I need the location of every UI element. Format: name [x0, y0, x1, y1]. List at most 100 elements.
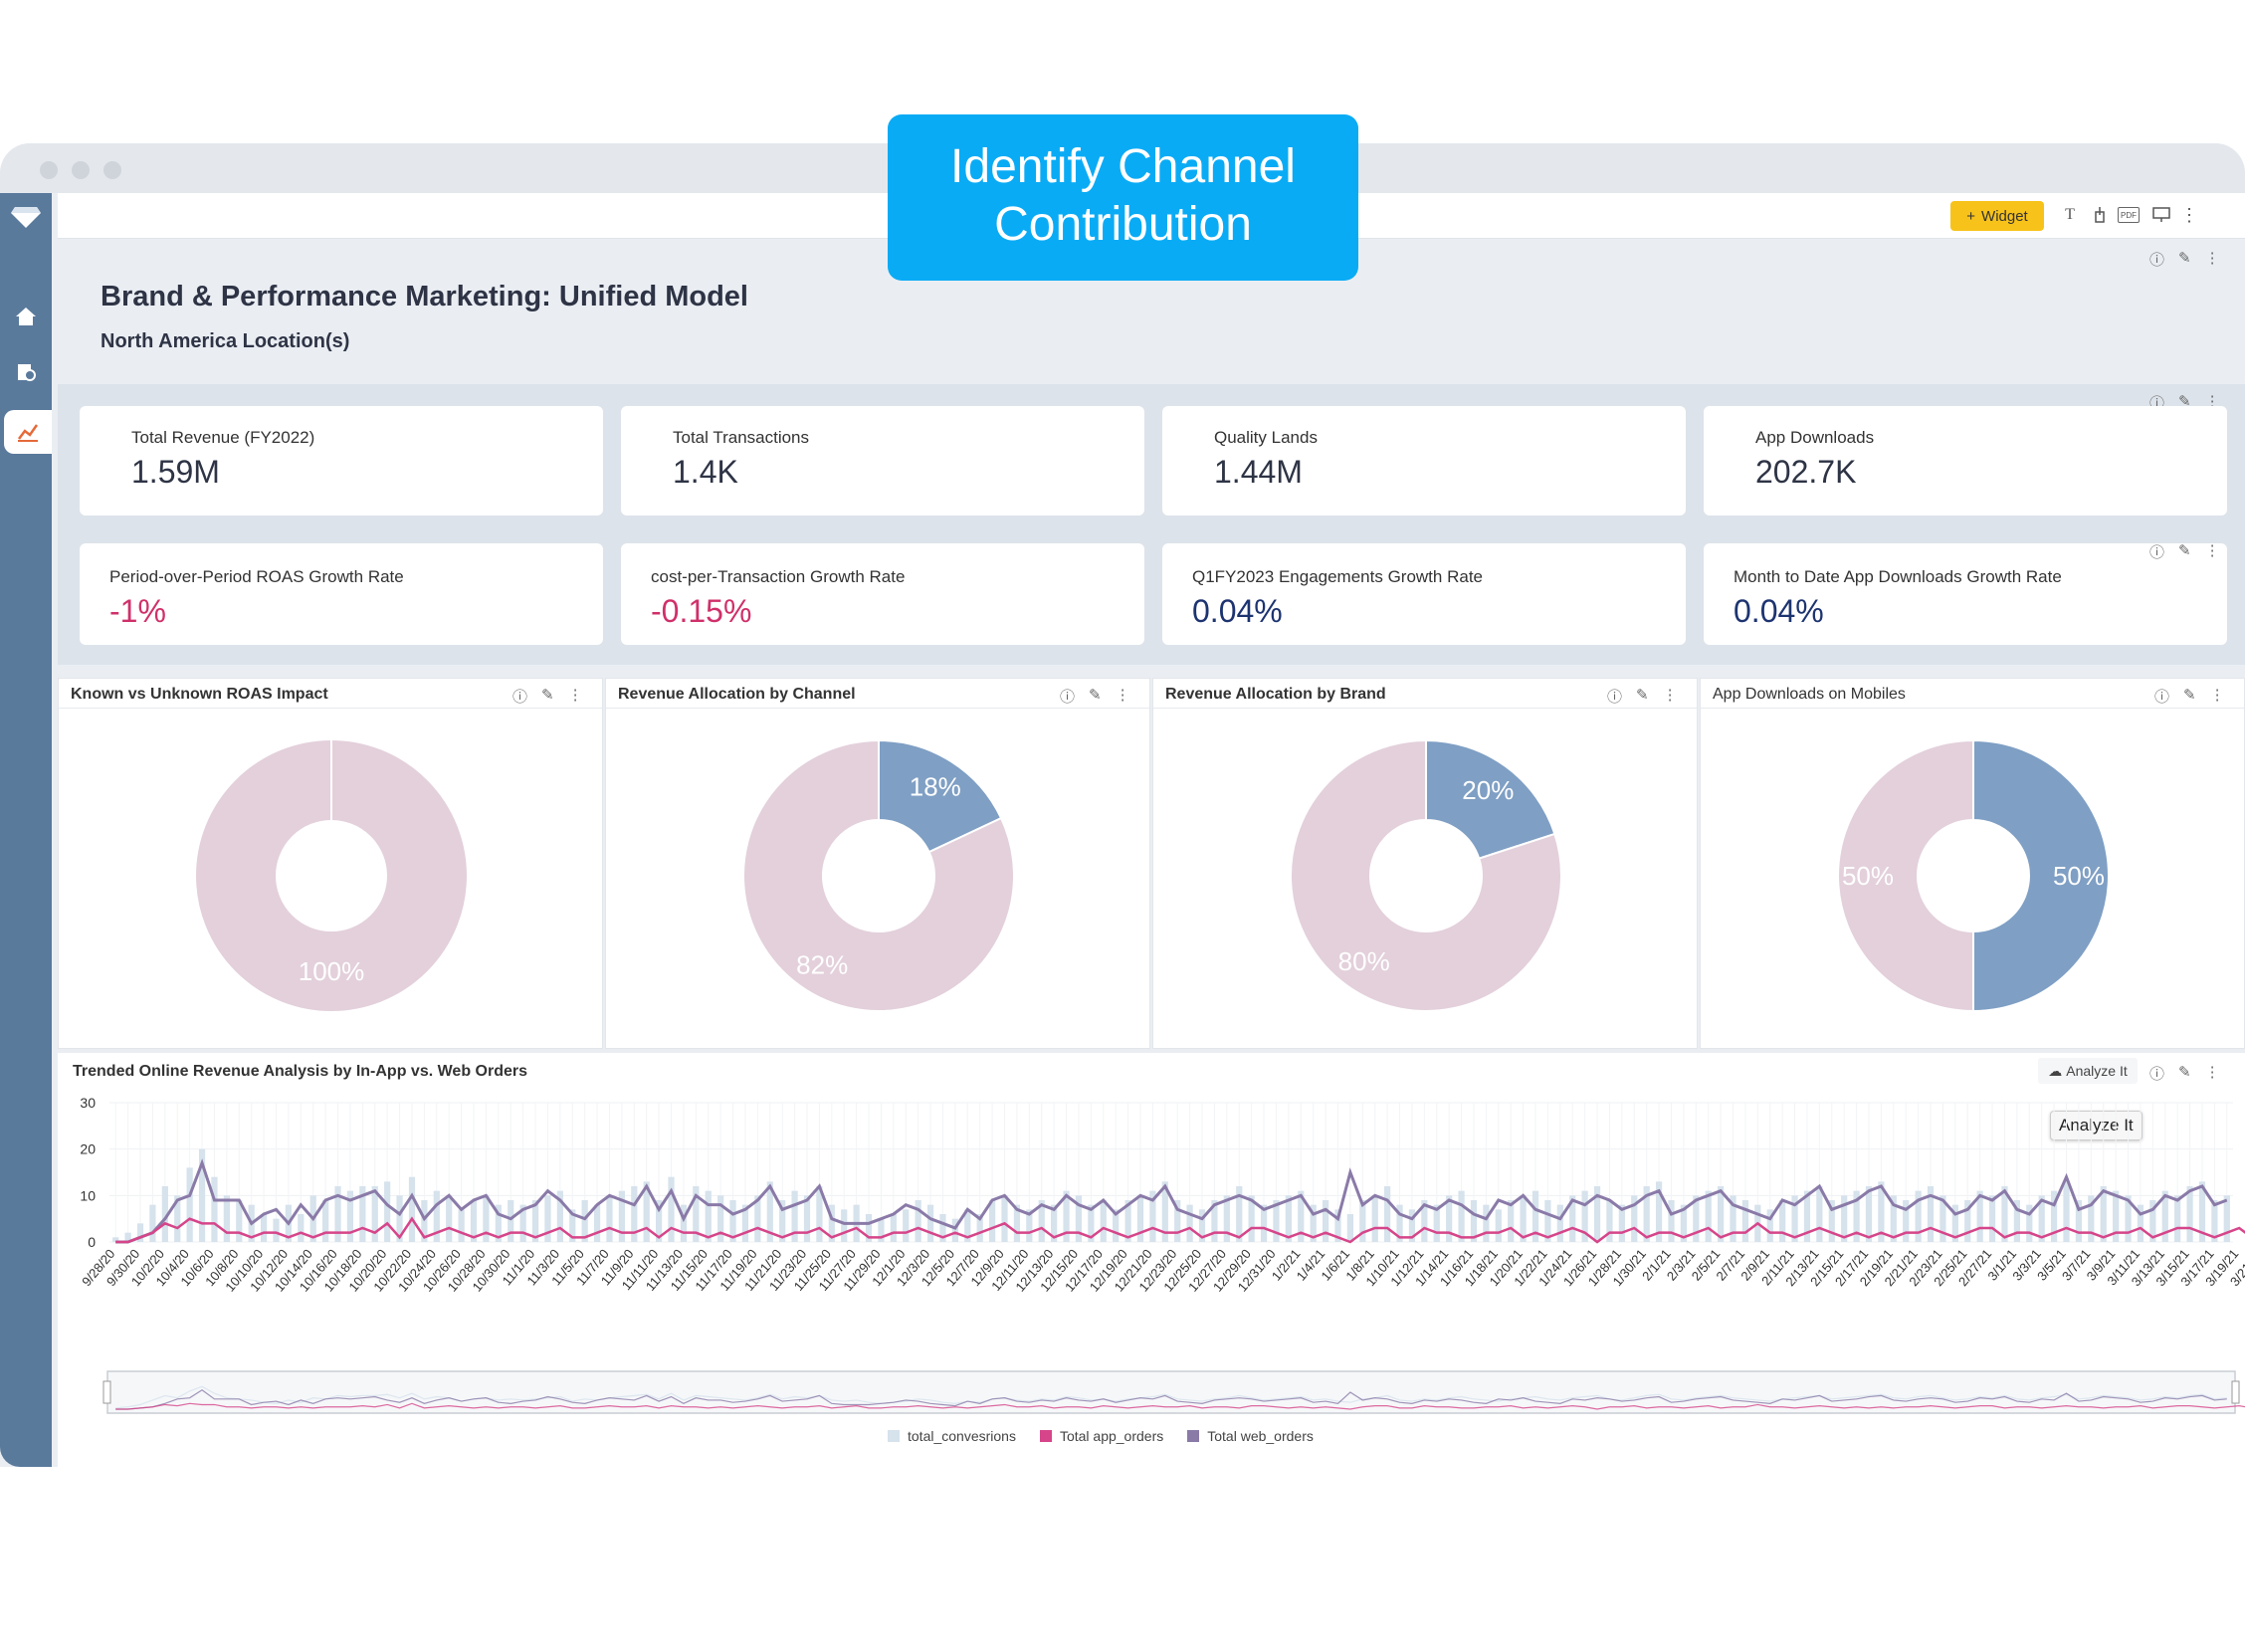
donut-slice[interactable] [742, 738, 1015, 1012]
conversion-bar[interactable] [408, 1176, 416, 1242]
conversion-bar[interactable] [1730, 1195, 1736, 1242]
conversion-bar[interactable] [124, 1232, 131, 1242]
conversion-bar[interactable] [1779, 1200, 1786, 1242]
more-icon[interactable]: ⋮ [567, 687, 583, 704]
conversion-bar[interactable] [2088, 1195, 2095, 1242]
donut-slice[interactable] [1290, 738, 1562, 1012]
conversion-bar[interactable] [1841, 1195, 1848, 1242]
conversion-bar[interactable] [531, 1200, 539, 1242]
conversion-bar[interactable] [693, 1186, 700, 1242]
conversion-bar[interactable] [1741, 1200, 1749, 1242]
conversion-bar[interactable] [828, 1204, 835, 1242]
donut-slice[interactable] [1837, 738, 1974, 1013]
conversion-bar[interactable] [359, 1186, 366, 1242]
conversion-bar[interactable] [1396, 1204, 1403, 1242]
conversion-bar[interactable] [1001, 1195, 1008, 1242]
conversion-bar[interactable] [1828, 1200, 1835, 1242]
conversion-bar[interactable] [1556, 1204, 1563, 1242]
conversion-bar[interactable] [939, 1214, 946, 1242]
conversion-bar[interactable] [1421, 1200, 1428, 1242]
conversion-bar[interactable] [1013, 1204, 1021, 1242]
conversion-bar[interactable] [1988, 1195, 1996, 1242]
conversion-bar[interactable] [865, 1214, 873, 1242]
conversion-bar[interactable] [1285, 1195, 1292, 1242]
conversion-bar[interactable] [729, 1200, 736, 1242]
conversion-bar[interactable] [1483, 1204, 1490, 1242]
conversion-bar[interactable] [2001, 1186, 2008, 1242]
conversion-bar[interactable] [915, 1200, 921, 1242]
conversion-bar[interactable] [1865, 1186, 1873, 1242]
conversion-bar[interactable] [964, 1209, 971, 1242]
conversion-bar[interactable] [816, 1186, 823, 1242]
conversion-bar[interactable] [1593, 1186, 1601, 1242]
conversion-bar[interactable] [2050, 1190, 2058, 1242]
window-maximize-dot[interactable] [103, 161, 121, 179]
conversion-bar[interactable] [1520, 1195, 1527, 1242]
more-icon[interactable]: ⋮ [2209, 687, 2225, 704]
conversion-bar[interactable] [779, 1200, 786, 1242]
legend-item-web-orders[interactable]: Total web_orders [1187, 1428, 1314, 1444]
conversion-bar[interactable] [1915, 1190, 1922, 1242]
more-icon[interactable]: ⋮ [1662, 687, 1678, 704]
more-icon[interactable]: ⋮ [2204, 393, 2220, 410]
conversion-bar[interactable] [1248, 1195, 1255, 1242]
growth-card-engagements[interactable]: Q1FY2023 Engagements Growth Rate 0.04% [1162, 543, 1686, 645]
donut-slice[interactable] [1972, 738, 2110, 1013]
conversion-bar[interactable] [656, 1200, 663, 1242]
conversion-bar[interactable] [433, 1190, 440, 1242]
conversion-bar[interactable] [903, 1209, 910, 1242]
conversion-bar[interactable] [1508, 1200, 1515, 1242]
conversion-bar[interactable] [2038, 1195, 2045, 1242]
kpi-card-total-revenue[interactable]: Total Revenue (FY2022) 1.59M [80, 406, 603, 516]
conversion-bar[interactable] [458, 1209, 465, 1242]
pdf-export-icon[interactable]: PDF [2118, 207, 2140, 223]
conversion-bar[interactable] [1903, 1200, 1910, 1242]
conversion-bar[interactable] [581, 1200, 588, 1242]
diamond-logo-icon[interactable] [8, 199, 44, 235]
conversion-bar[interactable] [1310, 1204, 1317, 1242]
conversion-bar[interactable] [1718, 1186, 1725, 1242]
growth-card-cost-per-transaction[interactable]: cost-per-Transaction Growth Rate -0.15% [621, 543, 1144, 645]
conversion-bar[interactable] [260, 1214, 268, 1242]
conversion-bar[interactable] [1495, 1209, 1502, 1242]
conversion-bar[interactable] [1100, 1200, 1107, 1242]
conversion-bar[interactable] [2026, 1204, 2033, 1242]
conversion-bar[interactable] [236, 1200, 243, 1242]
conversion-bar[interactable] [136, 1223, 144, 1242]
info-icon[interactable]: ⓘ [2149, 1066, 2165, 1083]
conversion-bar[interactable] [1384, 1186, 1391, 1242]
info-icon[interactable]: ⓘ [1060, 689, 1076, 706]
conversion-bar[interactable] [470, 1200, 478, 1242]
conversion-bar[interactable] [298, 1214, 305, 1242]
conversion-bar[interactable] [1668, 1200, 1675, 1242]
conversion-bar[interactable] [1618, 1204, 1625, 1242]
conversion-bar[interactable] [161, 1186, 168, 1242]
conversion-bar[interactable] [1211, 1200, 1218, 1242]
more-icon[interactable]: ⋮ [2204, 250, 2220, 267]
conversion-bar[interactable] [593, 1204, 601, 1242]
conversion-bar[interactable] [1298, 1190, 1305, 1242]
present-icon[interactable] [2149, 203, 2173, 227]
analyze-it-button[interactable]: ☁ Analyze It [2038, 1058, 2138, 1084]
conversion-bar[interactable] [1161, 1181, 1168, 1242]
conversion-bar[interactable] [1322, 1200, 1329, 1242]
conversion-bar[interactable] [1964, 1200, 1971, 1242]
info-icon[interactable]: ⓘ [1607, 689, 1623, 706]
donut-slice[interactable] [1425, 738, 1556, 860]
edit-icon[interactable]: ✎ [2178, 250, 2191, 267]
legend-item-conversions[interactable]: total_convesrions [888, 1428, 1016, 1444]
conversion-bar[interactable] [680, 1204, 688, 1242]
growth-card-app-downloads[interactable]: Month to Date App Downloads Growth Rate … [1704, 543, 2227, 645]
navigator-handle-right[interactable] [2231, 1380, 2240, 1404]
conversion-bar[interactable] [926, 1204, 934, 1242]
conversion-bar[interactable] [2013, 1200, 2020, 1242]
conversion-bar[interactable] [334, 1186, 341, 1242]
analytics-icon[interactable] [4, 410, 52, 454]
window-close-dot[interactable] [40, 161, 58, 179]
conversion-bar[interactable] [1446, 1195, 1453, 1242]
conversion-bar[interactable] [1951, 1204, 1958, 1242]
conversion-bar[interactable] [717, 1195, 724, 1242]
conversion-bar[interactable] [2211, 1200, 2218, 1242]
conversion-bar[interactable] [569, 1209, 576, 1242]
conversion-bar[interactable] [149, 1204, 156, 1242]
